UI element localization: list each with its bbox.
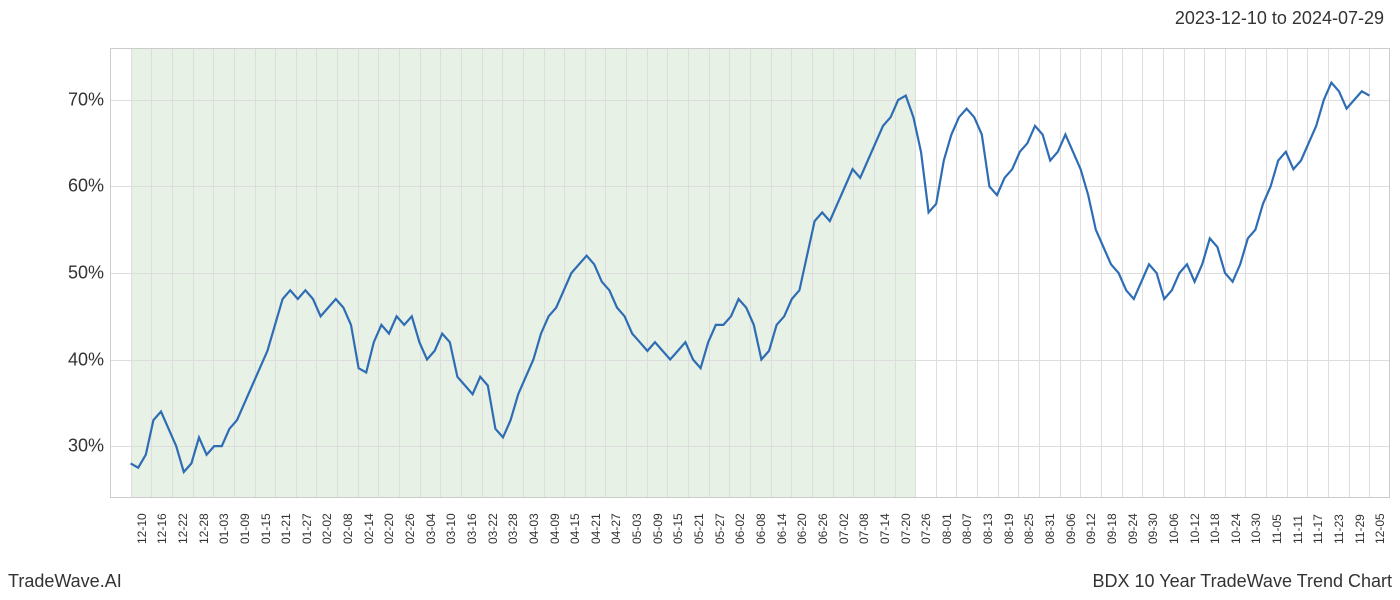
x-axis-label: 07-02 bbox=[837, 513, 851, 544]
y-axis-label: 70% bbox=[44, 89, 104, 110]
x-axis-label: 02-26 bbox=[403, 513, 417, 544]
x-axis-label: 04-03 bbox=[527, 513, 541, 544]
x-axis-label: 06-08 bbox=[754, 513, 768, 544]
y-axis-label: 50% bbox=[44, 263, 104, 284]
x-axis-label: 03-16 bbox=[465, 513, 479, 544]
x-axis-label: 10-24 bbox=[1229, 513, 1243, 544]
x-axis-label: 05-03 bbox=[630, 513, 644, 544]
x-axis-label: 11-11 bbox=[1291, 515, 1305, 544]
x-axis-label: 09-30 bbox=[1146, 513, 1160, 544]
x-axis-label: 03-10 bbox=[444, 513, 458, 544]
x-axis-label: 10-30 bbox=[1249, 513, 1263, 544]
x-axis-label: 03-04 bbox=[424, 513, 438, 544]
price-line bbox=[131, 83, 1370, 472]
x-axis-label: 11-29 bbox=[1353, 514, 1367, 544]
x-axis-label: 02-20 bbox=[382, 513, 396, 544]
x-axis-label: 12-28 bbox=[197, 513, 211, 544]
x-axis-label: 07-20 bbox=[899, 513, 913, 544]
x-axis-label: 08-19 bbox=[1002, 513, 1016, 544]
x-axis-label: 01-27 bbox=[300, 513, 314, 544]
x-axis-label: 06-02 bbox=[733, 513, 747, 544]
x-axis-label: 03-28 bbox=[506, 513, 520, 544]
x-axis-label: 01-09 bbox=[238, 513, 252, 544]
x-axis-label: 01-21 bbox=[279, 513, 293, 544]
x-axis-label: 12-22 bbox=[176, 513, 190, 544]
x-axis-label: 08-31 bbox=[1043, 513, 1057, 544]
x-axis-label: 08-25 bbox=[1022, 513, 1036, 544]
x-axis-label: 04-27 bbox=[609, 513, 623, 544]
x-axis-label: 10-06 bbox=[1167, 513, 1181, 544]
chart-plot-area bbox=[110, 48, 1390, 498]
x-axis-label: 09-18 bbox=[1105, 513, 1119, 544]
x-axis-label: 12-16 bbox=[155, 513, 169, 544]
x-axis-label: 04-15 bbox=[568, 513, 582, 544]
x-axis-label: 08-01 bbox=[940, 513, 954, 544]
x-axis-label: 08-13 bbox=[981, 513, 995, 544]
x-axis-label: 08-07 bbox=[960, 513, 974, 544]
x-axis-label: 07-26 bbox=[919, 513, 933, 544]
x-axis-label: 04-21 bbox=[589, 513, 603, 544]
x-axis-label: 12-05 bbox=[1373, 513, 1387, 544]
x-axis-label: 06-26 bbox=[816, 513, 830, 544]
x-axis-label: 04-09 bbox=[548, 513, 562, 544]
x-axis-label: 05-21 bbox=[692, 513, 706, 544]
x-axis-label: 11-23 bbox=[1332, 514, 1346, 544]
x-axis-label: 09-12 bbox=[1084, 513, 1098, 544]
x-axis-label: 05-27 bbox=[713, 513, 727, 544]
y-axis-label: 40% bbox=[44, 349, 104, 370]
x-axis-label: 07-14 bbox=[878, 513, 892, 544]
y-axis-label: 60% bbox=[44, 176, 104, 197]
x-axis-label: 02-08 bbox=[341, 513, 355, 544]
x-axis-label: 06-20 bbox=[795, 513, 809, 544]
x-axis-label: 11-05 bbox=[1270, 514, 1284, 544]
x-axis-label: 10-12 bbox=[1188, 513, 1202, 544]
brand-label: TradeWave.AI bbox=[8, 571, 122, 592]
x-axis-label: 02-14 bbox=[362, 513, 376, 544]
x-axis-label: 11-17 bbox=[1311, 514, 1325, 544]
chart-title: BDX 10 Year TradeWave Trend Chart bbox=[1093, 571, 1393, 592]
x-axis-label: 01-03 bbox=[217, 513, 231, 544]
x-axis-label: 05-09 bbox=[651, 513, 665, 544]
x-axis-label: 01-15 bbox=[259, 513, 273, 544]
x-axis-label: 10-18 bbox=[1208, 513, 1222, 544]
x-axis-label: 06-14 bbox=[775, 513, 789, 544]
line-chart-svg bbox=[110, 48, 1390, 498]
x-axis-label: 12-10 bbox=[135, 513, 149, 544]
x-axis-label: 09-06 bbox=[1064, 513, 1078, 544]
x-axis-label: 09-24 bbox=[1126, 513, 1140, 544]
x-axis-label: 05-15 bbox=[671, 513, 685, 544]
x-axis-label: 03-22 bbox=[486, 513, 500, 544]
date-range-label: 2023-12-10 to 2024-07-29 bbox=[1175, 8, 1384, 29]
y-axis-label: 30% bbox=[44, 436, 104, 457]
x-axis-label: 02-02 bbox=[320, 513, 334, 544]
x-axis-label: 07-08 bbox=[857, 513, 871, 544]
